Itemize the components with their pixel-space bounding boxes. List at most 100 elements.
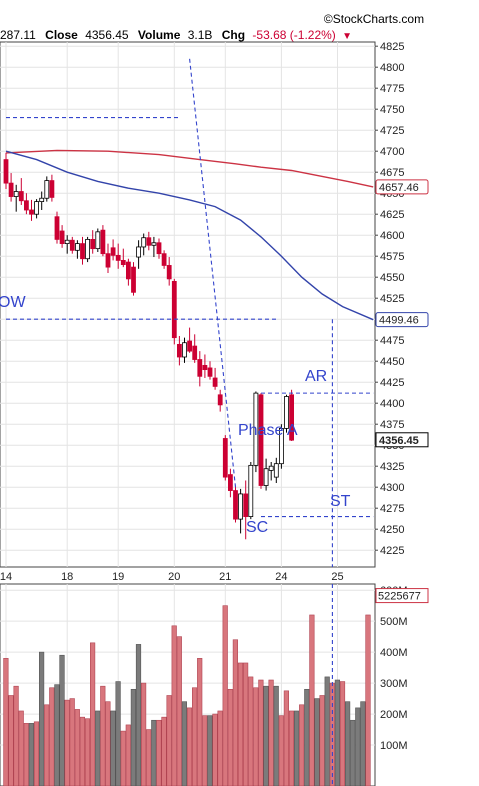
candle-body [64, 239, 70, 245]
close-label: Close [45, 28, 78, 42]
volume-last-box [375, 588, 429, 604]
candle-body [44, 180, 50, 199]
candle-body [238, 493, 244, 520]
volume-bar [64, 699, 70, 786]
date-tick-label: 21 [219, 571, 231, 583]
candle-body [212, 377, 218, 387]
candle-body [3, 159, 9, 184]
volume-bar [95, 710, 101, 786]
sma-value-label: 4657.46 [379, 182, 419, 194]
candle-body [59, 230, 65, 245]
volume-bar [299, 704, 305, 786]
candle-body [120, 259, 126, 265]
candle-body [268, 465, 274, 471]
volume-tick-label: 200M [380, 709, 408, 721]
candle-body [105, 253, 111, 268]
brand-label[interactable]: ©StockCharts.com [324, 12, 424, 26]
open-fragment: 287.11 [0, 28, 36, 42]
candle-body [100, 229, 106, 255]
volume-bar [314, 698, 320, 786]
date-tick-label: 25 [331, 571, 343, 583]
price-tick-label: 4575 [380, 251, 404, 263]
candle-body [182, 342, 187, 358]
volume-bar [263, 685, 269, 786]
candle-body [171, 280, 177, 339]
volume-panel-frame [0, 583, 376, 786]
candle-body [222, 438, 228, 478]
volume-bar [207, 715, 213, 786]
date-tick-label: 20 [168, 571, 180, 583]
volume-bar [288, 710, 295, 786]
candle-body [126, 261, 131, 280]
candle-body [151, 242, 157, 246]
volume-bar [141, 682, 147, 786]
candle-body [18, 191, 24, 202]
volume-bar [161, 716, 167, 786]
price-tick-label: 4775 [380, 83, 404, 95]
volume-bar [217, 710, 223, 786]
volume-bar [23, 723, 29, 786]
volume-bar [360, 701, 366, 786]
volume-bar [3, 658, 9, 786]
annotation-trendline [189, 58, 237, 488]
price-tick-label: 4275 [380, 503, 404, 515]
volume-bar [344, 701, 351, 786]
candle-body [217, 394, 223, 406]
volume-bar [74, 709, 80, 786]
volume-bar [365, 614, 371, 786]
volume-label: Volume [138, 28, 181, 42]
candle-body [253, 392, 259, 466]
sma-value-box [375, 179, 429, 195]
candle-body [23, 200, 29, 211]
candle-body [176, 343, 182, 358]
axis-labels: 4825480047754750472547004675465046254600… [0, 41, 429, 752]
candle-body [258, 394, 264, 486]
sma-value-box [375, 312, 429, 328]
volume-bar [334, 679, 341, 786]
volume-tick-label: 300M [380, 678, 408, 690]
candle-body [161, 253, 167, 266]
volume-bar [283, 690, 290, 786]
close-value: 4356.45 [85, 28, 129, 42]
price-tick-label: 4425 [380, 377, 404, 389]
volume-bar [105, 701, 111, 786]
volume-bar [100, 685, 106, 786]
candle-body [131, 266, 136, 293]
chg-value: -53.68 (-1.22%) [252, 28, 335, 42]
candle-body [110, 247, 116, 256]
volume-bar [355, 707, 361, 786]
sma-line [5, 149, 374, 188]
volume-bar [324, 676, 330, 786]
sma-value-label: 4499.46 [379, 315, 419, 327]
annotation-phase-a: Phase A [238, 422, 298, 439]
volume-bar [166, 695, 172, 786]
volume-bar [49, 687, 55, 786]
volume-bar [151, 719, 157, 786]
volume-bar [273, 685, 279, 786]
price-tick-label: 4375 [380, 419, 404, 431]
volume-bar [232, 639, 239, 786]
volume-bar [243, 662, 249, 786]
annotation-ow: OW [0, 294, 26, 311]
price-tick-label: 4475 [380, 335, 404, 347]
price-tick-label: 4800 [380, 62, 404, 74]
annotation-ar: AR [305, 368, 327, 385]
volume-bar [44, 704, 50, 786]
candle-body [289, 394, 295, 441]
volume-bar [197, 658, 203, 786]
candle-body [227, 474, 233, 491]
volume-bar [135, 644, 142, 786]
candle-body [284, 396, 289, 429]
price-tick-label: 4625 [380, 209, 404, 221]
candle-body [192, 345, 198, 360]
candle-body [273, 463, 279, 478]
annotation-lines [6, 58, 374, 786]
annotation-st: ST [330, 493, 351, 510]
price-grid [0, 42, 375, 786]
volume-bar [227, 688, 233, 786]
volume-bar [69, 698, 75, 786]
volume-bar [253, 687, 259, 786]
price-tick-label: 4825 [380, 41, 404, 53]
price-tick-label: 4525 [380, 293, 404, 305]
volume-bar [171, 625, 177, 786]
